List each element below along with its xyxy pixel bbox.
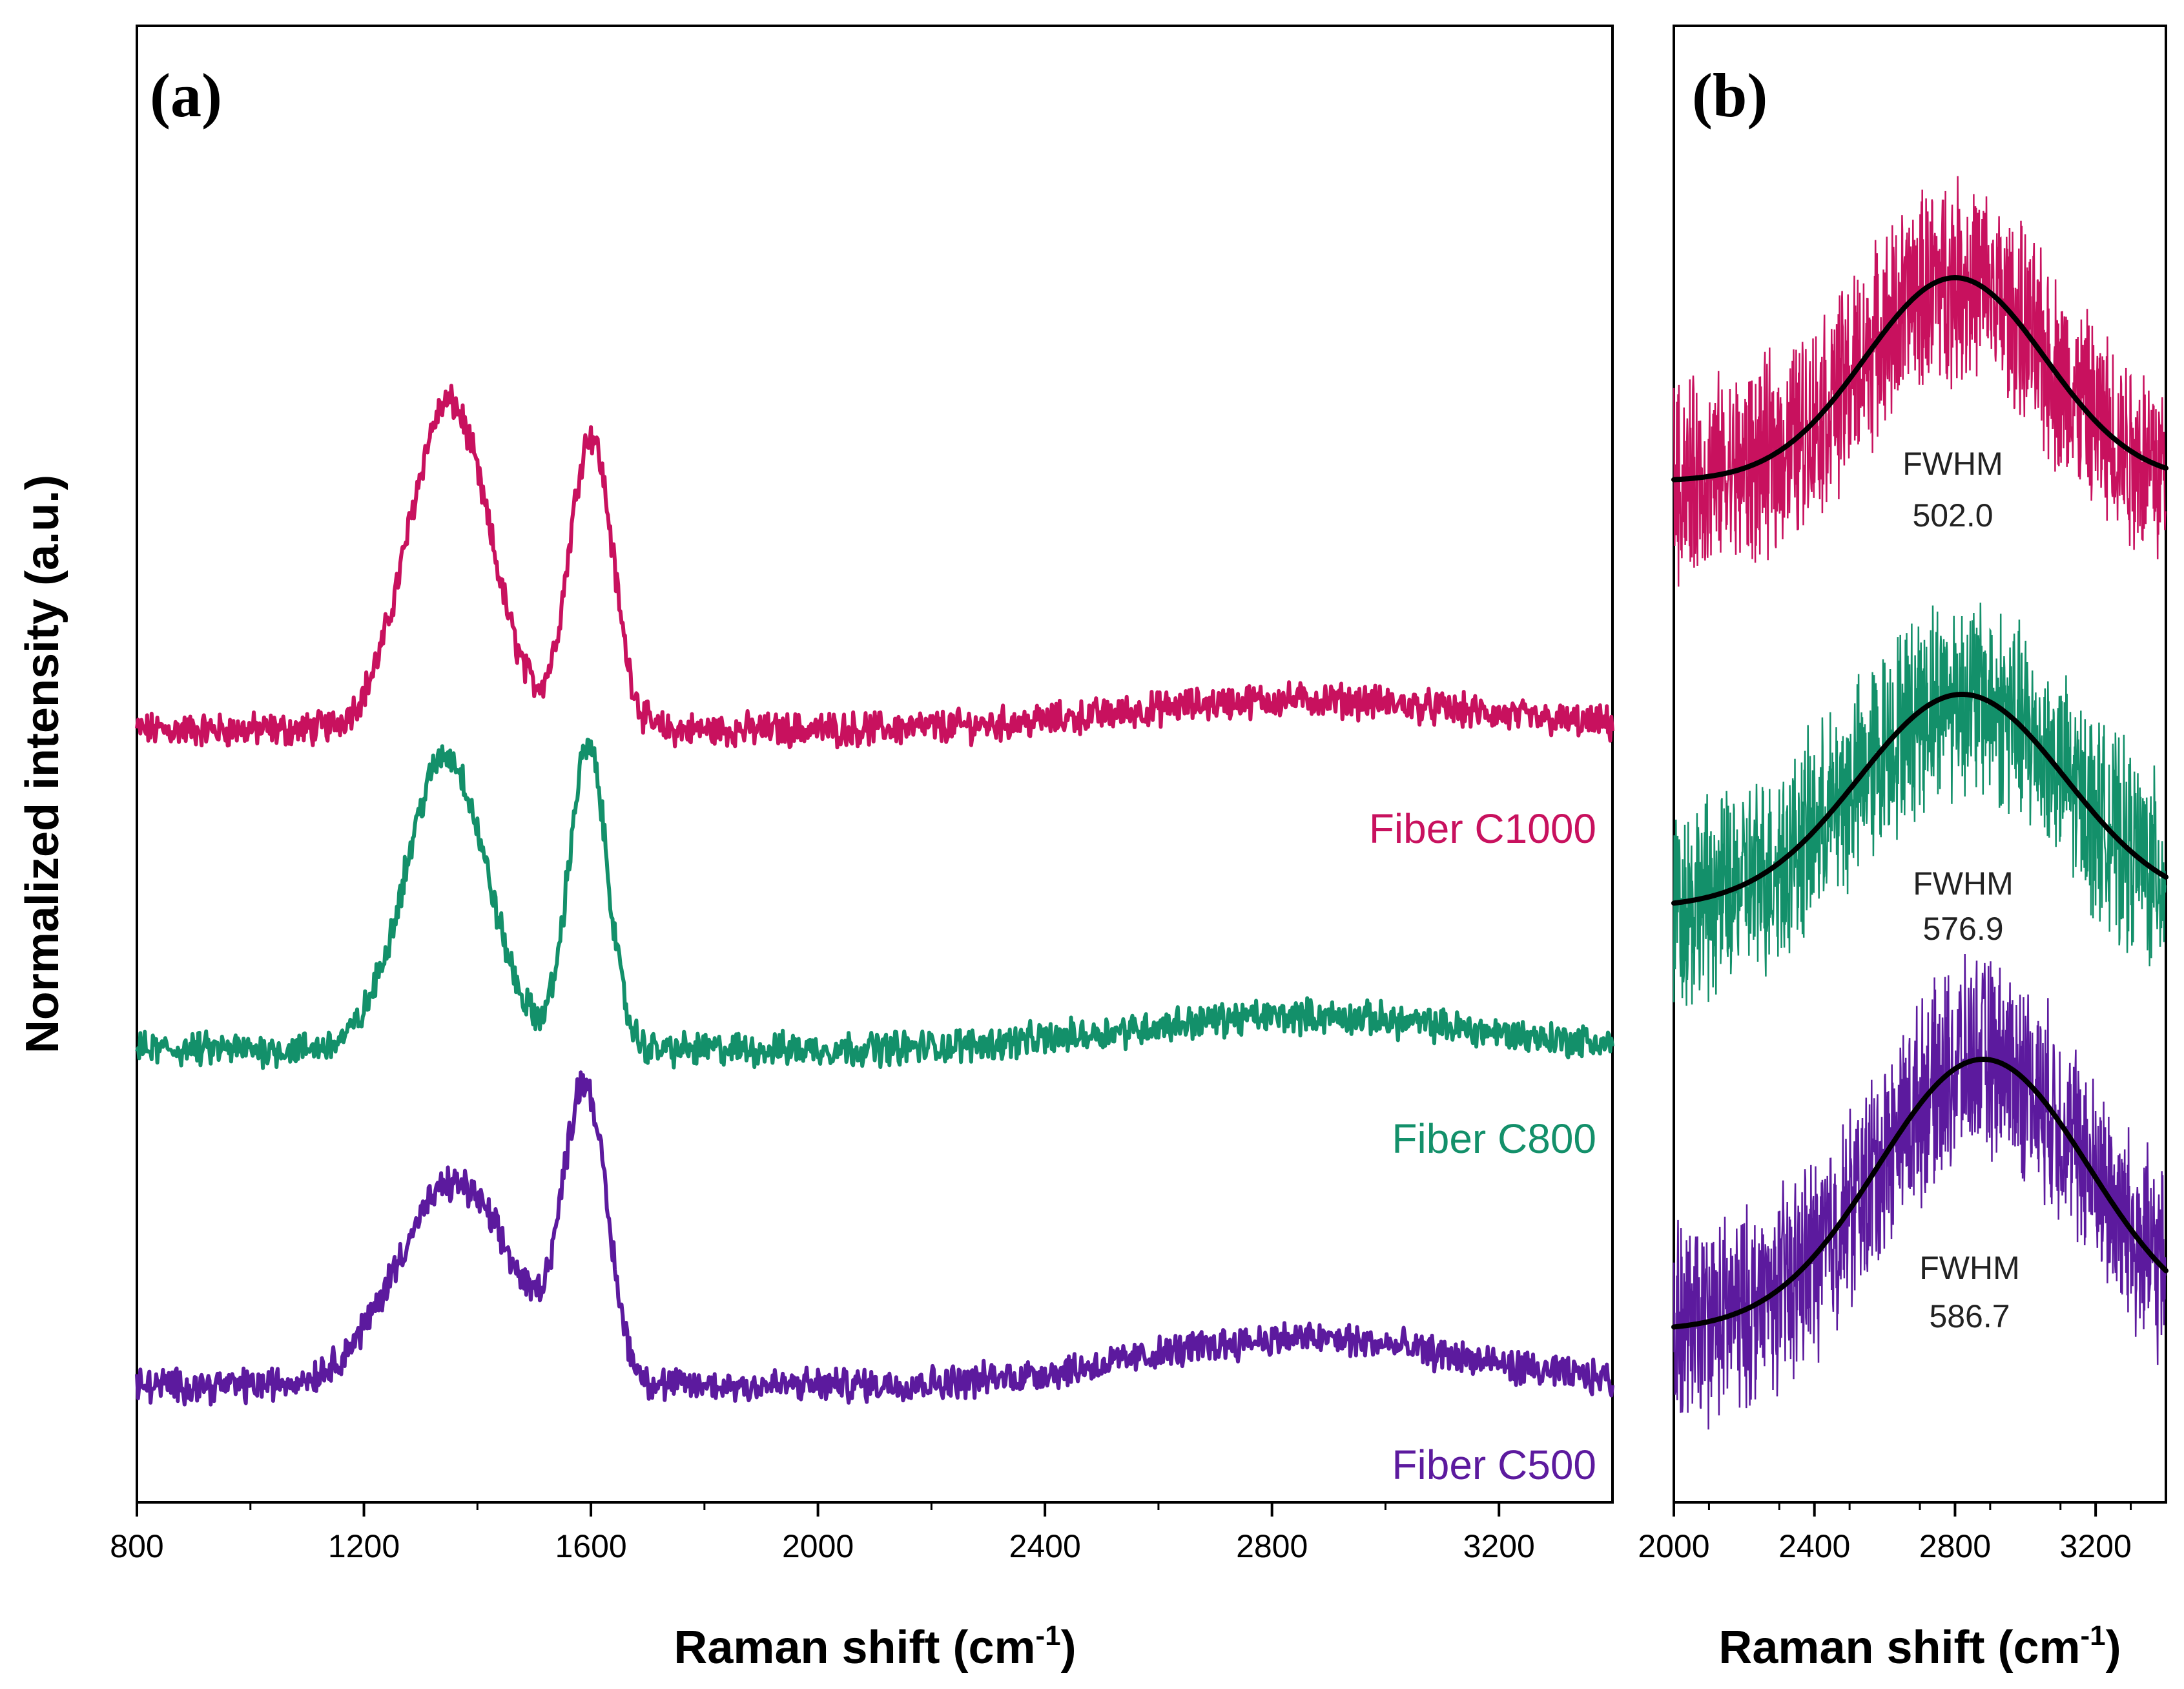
panel-a: 800 1200 1600 2000 2400 2800 3200 (a) Fiber C1… xyxy=(17,25,1614,1673)
fwhm-label-c500: FWHM xyxy=(1919,1250,2020,1286)
a-tick-label: 1600 xyxy=(555,1528,626,1564)
panel-b-x-axis-title: Raman shift (cm-1) xyxy=(1718,1620,2121,1673)
fit-b-fiber-c800 xyxy=(1671,692,2169,906)
fwhm-label-c800: FWHM xyxy=(1913,865,2014,902)
b-tick-label: 2000 xyxy=(1638,1528,1709,1564)
a-tick-label: 800 xyxy=(110,1528,163,1564)
a-tick-label: 1200 xyxy=(328,1528,400,1564)
trace-a-fiber-c800 xyxy=(135,738,1614,1070)
panel-a-x-axis-title: Raman shift (cm-1) xyxy=(674,1620,1076,1673)
panel-b-x-ticks: 2000 2400 2800 3200 xyxy=(1638,1502,2132,1564)
panel-b: 2000 2400 2800 3200 (b) FWHM 502.0 FWHM 576… xyxy=(1638,25,2169,1673)
fit-b-fiber-c1000 xyxy=(1671,275,2169,482)
trace-b-fiber-c1000 xyxy=(1673,176,2167,587)
b-tick-label: 3200 xyxy=(2060,1528,2132,1564)
panel-b-traces xyxy=(1671,176,2169,1430)
panel-b-tag: (b) xyxy=(1692,61,1767,130)
fwhm-label-c1000: FWHM xyxy=(1902,446,2003,482)
panel-a-frame xyxy=(136,25,1614,1504)
label-fiber-c1000: Fiber C1000 xyxy=(1369,805,1596,852)
fit-b-fiber-c500 xyxy=(1671,1056,2169,1330)
fwhm-value-c500: 586.7 xyxy=(1929,1298,2010,1334)
a-tick-label: 2400 xyxy=(1009,1528,1081,1564)
label-fiber-c800: Fiber C800 xyxy=(1392,1115,1596,1162)
trace-a-fiber-c1000 xyxy=(135,384,1614,750)
panel-a-x-ticks: 800 1200 1600 2000 2400 2800 3200 xyxy=(110,1502,1535,1564)
a-tick-label: 2000 xyxy=(782,1528,854,1564)
panel-a-y-axis-title: Normalized intensity (a.u.) xyxy=(17,475,68,1053)
a-tick-label: 3200 xyxy=(1463,1528,1535,1564)
trace-b-fiber-c800 xyxy=(1673,602,2167,1006)
fwhm-value-c800: 576.9 xyxy=(1922,911,2003,947)
fwhm-value-c1000: 502.0 xyxy=(1912,497,1993,534)
panel-a-traces xyxy=(135,384,1614,1407)
panel-a-tag: (a) xyxy=(150,61,222,130)
b-tick-label: 2800 xyxy=(1919,1528,1991,1564)
b-tick-label: 2400 xyxy=(1778,1528,1850,1564)
trace-b-fiber-c500 xyxy=(1673,953,2167,1430)
label-fiber-c500: Fiber C500 xyxy=(1392,1442,1596,1488)
a-tick-label: 2800 xyxy=(1236,1528,1308,1564)
trace-a-fiber-c500 xyxy=(135,1070,1614,1407)
